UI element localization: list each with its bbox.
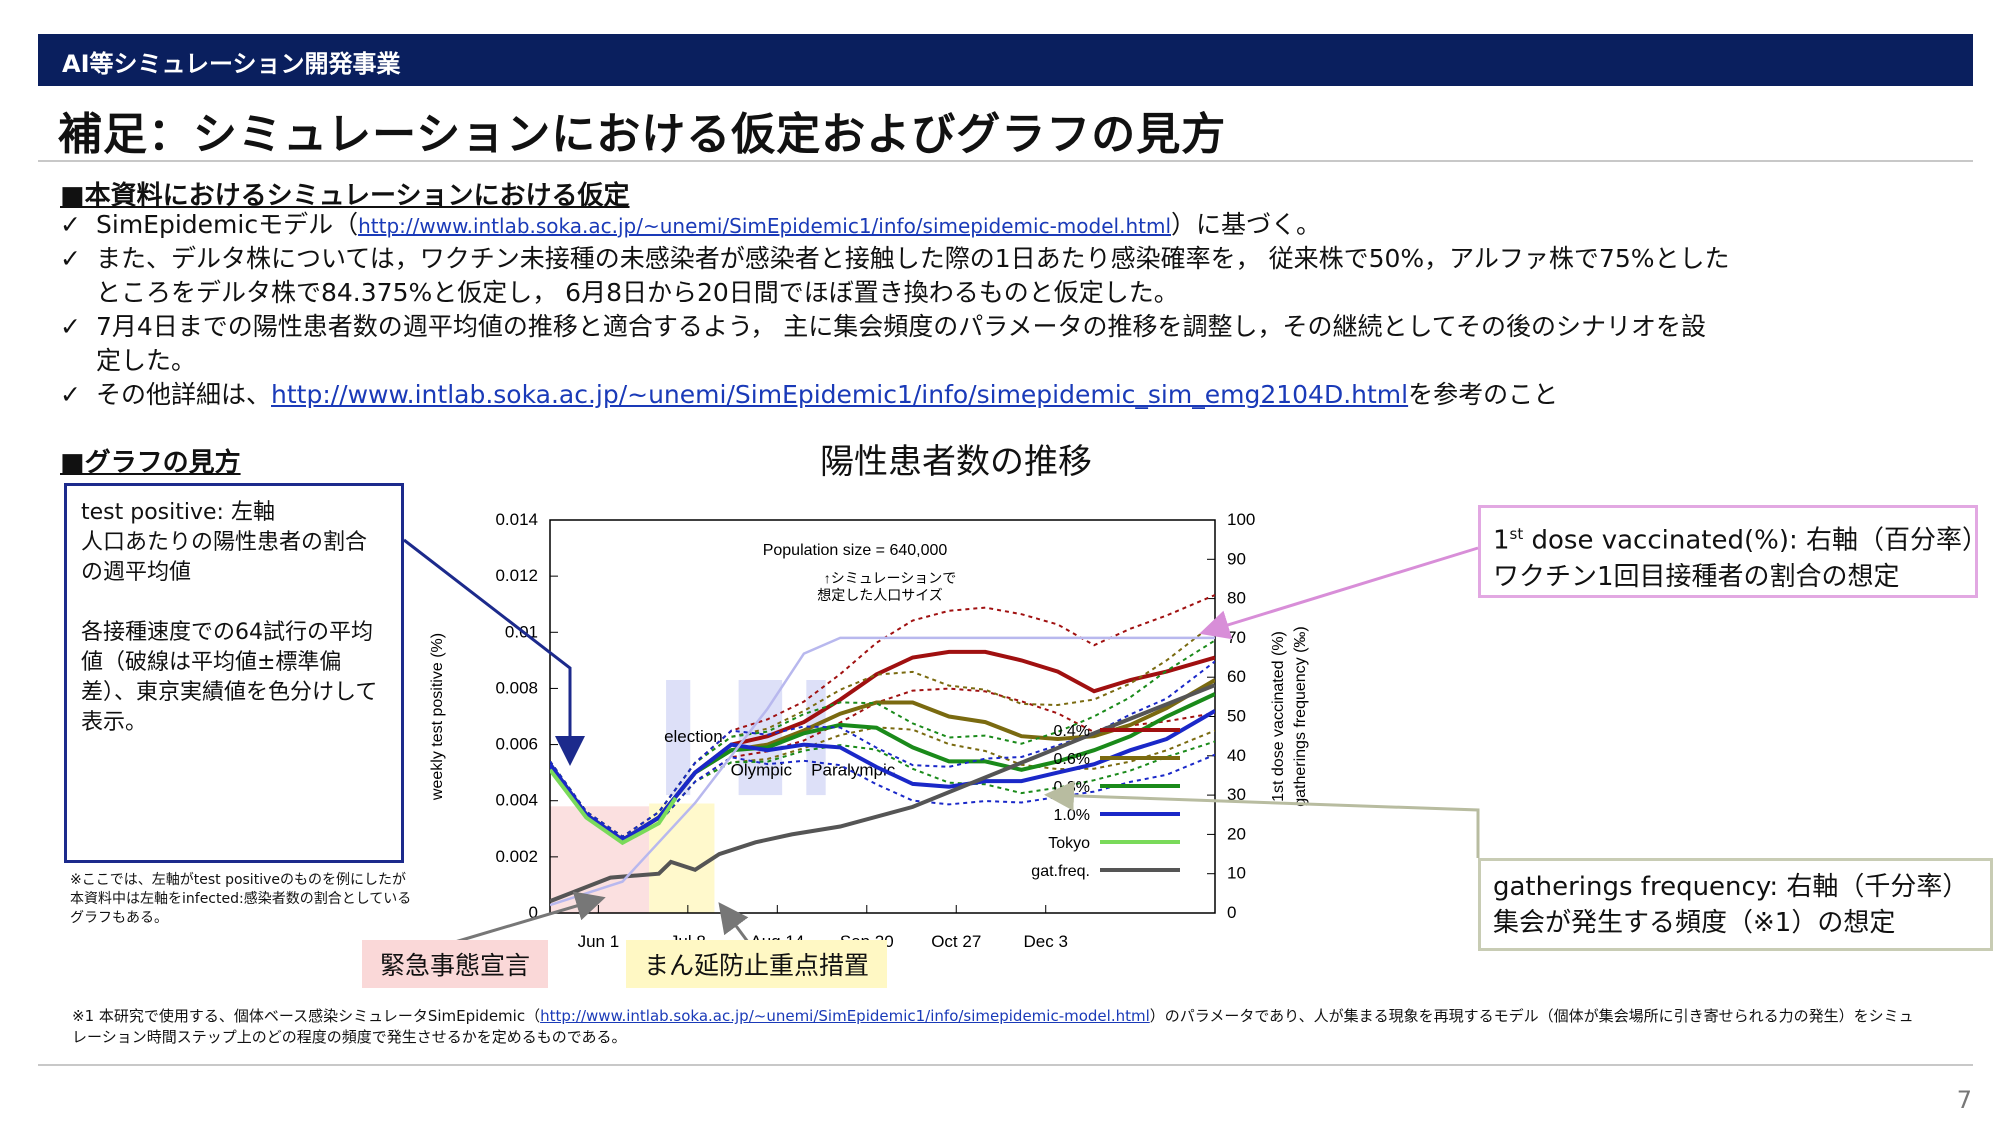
legend-label-0-8-: 0.8%	[1054, 779, 1090, 796]
series-1-0--upper-sd	[550, 660, 1215, 838]
series-tokyo-line	[550, 768, 678, 846]
y-left-tick-label: 0.01	[505, 622, 538, 641]
paralympic-band	[806, 680, 826, 796]
footnote-link[interactable]: http://www.intlab.soka.ac.jp/~unemi/SimE…	[540, 1007, 1150, 1025]
y-left-tick-label: 0	[529, 903, 538, 922]
y-right-axis-label-1: 1st dose vaccinated (%)	[1270, 631, 1287, 802]
assumption-bullet-2: ✓ また、デルタ株については，ワクチン未接種の未感染者が感染者と接触した際の1日あ…	[60, 242, 1730, 276]
graph-guide-heading: ■グラフの見方	[60, 448, 241, 478]
check-icon: ✓	[60, 210, 81, 239]
model-link[interactable]: http://www.intlab.soka.ac.jp/~unemi/SimE…	[358, 214, 1171, 238]
positive-cases-chart: 0 0.002 0.004 0.006 0.008 0.01 0.012 0.014 0 10 20…	[429, 510, 1309, 951]
x-tick-label: Jun 1	[578, 932, 620, 951]
y-right-tick-label: 0	[1227, 903, 1236, 922]
gatherings-callout: gatherings frequency: 右軸（千分率） 集会が発生する頻度（…	[1478, 858, 1993, 951]
y-right-tick-label: 10	[1227, 864, 1246, 883]
title-divider	[38, 160, 1973, 162]
y-right-tick-label: 50	[1227, 707, 1246, 726]
assumption-bullet-2-cont: ところをデルタ株で84.375%と仮定し， 6月8日から20日間でほぼ置き換わる…	[96, 278, 1179, 307]
check-icon: ✓	[60, 380, 81, 409]
guide-small-note: ※ここでは、左軸がtest positiveのものを例にしたが 本資料中は左軸を…	[70, 872, 412, 926]
footer-divider	[38, 1064, 1973, 1066]
y-left-tick-label: 0.002	[495, 847, 538, 866]
y-right-tick-label: 30	[1227, 785, 1246, 804]
y-left-tick-label: 0.012	[495, 566, 538, 585]
legend-label-gat-freq-: gat.freq.	[1031, 863, 1090, 880]
series-1-0--lower-sd	[550, 753, 1215, 845]
assumption-bullet-4: ✓ その他詳細は、http://www.intlab.soka.ac.jp/~un…	[60, 378, 1558, 412]
sim-annotation-line2: 想定した人口サイズ	[817, 587, 943, 603]
emergency-tag: 緊急事態宣言	[362, 940, 549, 988]
assumption-bullet-1: ✓ SimEpidemicモデル（http://www.intlab.soka.a…	[60, 208, 1321, 243]
series-1-0--line	[550, 709, 1215, 843]
event-label-olympic: Olympic	[731, 760, 793, 779]
chart-title: 陽性患者数の推移	[820, 442, 1092, 482]
y-right-tick-label: 20	[1227, 824, 1246, 843]
guide-line-3: 各接種速度での64試行の平均値（破線は平均値±標準偏差）、東京実績値を色分けして…	[81, 620, 378, 735]
y-right-axis-label-2: gatherings frequency (‰)	[1292, 626, 1309, 807]
y-right-tick-label: 90	[1227, 549, 1246, 568]
details-link[interactable]: http://www.intlab.soka.ac.jp/~unemi/SimE…	[271, 380, 1409, 409]
series-vaccinated-line	[550, 636, 1215, 907]
legend-label-0-6-: 0.6%	[1054, 751, 1090, 768]
series-gat-freq--line	[550, 683, 1215, 904]
y-left-tick-label: 0.004	[495, 791, 538, 810]
y-left-tick-label: 0.008	[495, 678, 538, 697]
header-label: AI等シミュレーション開発事業	[62, 50, 401, 78]
y-left-tick-label: 0.006	[495, 735, 538, 754]
header-bar: AI等シミュレーション開発事業	[38, 34, 1973, 86]
guide-line-1: test positive: 左軸	[81, 500, 275, 525]
vaccinated-callout: 1st dose vaccinated(%): 右軸（百分率） ワクチン1回目接…	[1478, 505, 1988, 598]
page-number: 7	[1956, 1086, 1972, 1114]
graph-guide-box: test positive: 左軸 人口あたりの陽性患者の割合の週平均値 各接種…	[64, 483, 404, 863]
y-left-tick-label: 0.014	[495, 510, 538, 529]
x-tick-label: Dec 3	[1024, 932, 1068, 951]
assumption-bullet-3: ✓ 7月4日までの陽性患者数の週平均値の推移と適合するよう， 主に集会頻度のパラメ…	[60, 310, 1706, 344]
legend-label-1-0-: 1.0%	[1054, 807, 1090, 824]
check-icon: ✓	[60, 244, 81, 273]
population-annotation: Population size = 640,000	[763, 542, 948, 559]
y-right-tick-label: 80	[1227, 589, 1246, 608]
page-title: 補足：シミュレーションにおける仮定およびグラフの見方	[58, 109, 1227, 160]
y-right-tick-label: 40	[1227, 746, 1246, 765]
legend-label-0-4-: 0.4%	[1054, 723, 1090, 740]
y-right-tick-label: 60	[1227, 667, 1246, 686]
priority-measures-tag: まん延防止重点措置	[626, 940, 888, 988]
legend-label-Tokyo: Tokyo	[1048, 835, 1090, 852]
assumption-bullet-3-cont: 定した。	[96, 346, 197, 375]
sim-annotation-line1: ↑シミュレーションで	[824, 570, 956, 586]
check-icon: ✓	[60, 312, 81, 341]
x-tick-label: Oct 27	[931, 932, 981, 951]
y-left-axis-label: weekly test positive (%)	[429, 633, 446, 801]
y-right-tick-label: 70	[1227, 628, 1246, 647]
series-0-8--lower-sd	[550, 740, 1215, 845]
assumptions-heading: ■本資料におけるシミュレーションにおける仮定	[60, 181, 630, 211]
event-label-election: election	[664, 727, 723, 746]
footnote: ※1 本研究で使用する、個体ベース感染シミュレータSimEpidemic（htt…	[72, 1007, 1914, 1046]
guide-line-2: 人口あたりの陽性患者の割合の週平均値	[81, 530, 368, 585]
series-0-4--upper-sd	[550, 594, 1215, 838]
y-right-tick-label: 100	[1227, 510, 1255, 529]
